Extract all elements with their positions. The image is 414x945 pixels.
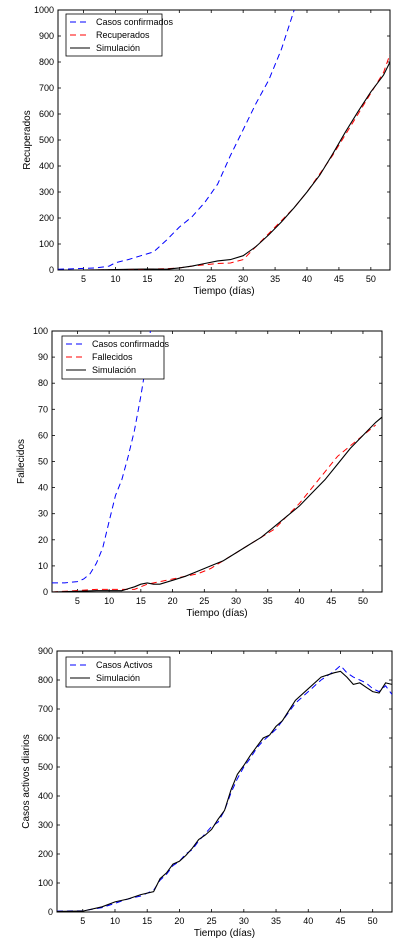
legend-label: Simulación	[96, 43, 140, 53]
series-line-3	[52, 416, 382, 592]
y-tick-label: 600	[39, 109, 54, 119]
x-tick-label: 30	[238, 274, 248, 284]
x-tick-label: 35	[271, 916, 281, 926]
x-tick-label: 25	[207, 916, 217, 926]
x-tick-label: 5	[75, 596, 80, 606]
y-tick-label: 100	[33, 326, 48, 336]
y-tick-label: 0	[49, 265, 54, 275]
y-tick-label: 30	[38, 509, 48, 519]
y-tick-label: 300	[38, 820, 53, 830]
y-tick-label: 80	[38, 378, 48, 388]
y-tick-label: 1000	[34, 5, 54, 15]
x-tick-label: 40	[302, 274, 312, 284]
x-tick-label: 5	[80, 916, 85, 926]
x-tick-label: 25	[199, 596, 209, 606]
y-axis-label: Fallecidos	[16, 439, 27, 484]
legend-label: Fallecidos	[92, 352, 133, 362]
legend: Casos Activos Simulación	[65, 656, 171, 688]
y-tick-label: 200	[38, 849, 53, 859]
series-line-1	[58, 10, 295, 270]
y-tick-label: 70	[38, 404, 48, 414]
chart-1: 5 10 15 20 25 30 35 40 45 50010020030040050060070…	[22, 5, 391, 297]
x-axis-label: Tiempo (días)	[193, 286, 254, 297]
plot-area	[56, 650, 393, 913]
x-tick-label: 10	[104, 596, 114, 606]
x-tick-label: 20	[174, 916, 184, 926]
y-tick-label: 100	[38, 878, 53, 888]
x-tick-label: 25	[206, 274, 216, 284]
legend: Casos confirmados Fallecidos Simulación	[61, 335, 170, 380]
x-tick-label: 45	[335, 916, 345, 926]
x-axis-label: Tiempo (días)	[186, 608, 247, 619]
y-tick-label: 700	[38, 704, 53, 714]
y-tick-label: 500	[38, 762, 53, 772]
series-line-1	[52, 331, 151, 584]
y-tick-label: 90	[38, 352, 48, 362]
x-tick-label: 40	[294, 596, 304, 606]
y-tick-label: 800	[39, 57, 54, 67]
y-tick-label: 0	[43, 587, 48, 597]
legend-label: Casos confirmados	[96, 17, 174, 27]
y-tick-label: 200	[39, 213, 54, 223]
legend-label: Casos confirmados	[92, 339, 170, 349]
y-tick-label: 0	[48, 907, 53, 917]
y-tick-label: 20	[38, 535, 48, 545]
y-tick-label: 800	[38, 675, 53, 685]
x-tick-label: 15	[142, 916, 152, 926]
x-tick-label: 20	[174, 274, 184, 284]
x-tick-label: 30	[239, 916, 249, 926]
x-axis-label: Tiempo (días)	[194, 928, 255, 939]
y-tick-label: 500	[39, 135, 54, 145]
x-tick-label: 50	[368, 916, 378, 926]
legend-label: Simulación	[96, 673, 140, 683]
chart-3: 5 10 15 20 25 30 35 40 45 50010020030040050060070…	[21, 646, 393, 939]
y-tick-label: 900	[39, 31, 54, 41]
legend-label: Recuperados	[96, 30, 150, 40]
x-tick-label: 30	[231, 596, 241, 606]
x-tick-label: 50	[358, 596, 368, 606]
y-tick-label: 900	[38, 646, 53, 656]
y-tick-label: 60	[38, 430, 48, 440]
y-tick-label: 400	[38, 791, 53, 801]
x-tick-label: 20	[168, 596, 178, 606]
legend-label: Simulación	[92, 365, 136, 375]
x-tick-label: 15	[136, 596, 146, 606]
series-line-2	[57, 670, 392, 912]
y-tick-label: 40	[38, 483, 48, 493]
x-tick-label: 45	[334, 274, 344, 284]
legend-box	[65, 656, 171, 688]
y-tick-label: 10	[38, 561, 48, 571]
x-tick-label: 35	[270, 274, 280, 284]
chart-2: 5 10 15 20 25 30 35 40 45 50 0 10 20 30 40 50 60 70 80 90 10…	[16, 326, 383, 619]
x-tick-label: 10	[110, 916, 120, 926]
x-tick-label: 5	[81, 274, 86, 284]
y-tick-label: 300	[39, 187, 54, 197]
y-tick-label: 400	[39, 161, 54, 171]
y-axis-label: Casos activos diarios	[21, 734, 32, 828]
legend: Casos confirmados Recuperados Simulación	[65, 13, 174, 57]
y-tick-label: 600	[38, 733, 53, 743]
series-line-3	[58, 61, 390, 270]
x-tick-label: 15	[142, 274, 152, 284]
y-tick-label: 50	[38, 457, 48, 467]
x-tick-label: 45	[326, 596, 336, 606]
x-tick-label: 35	[263, 596, 273, 606]
x-tick-label: 40	[303, 916, 313, 926]
y-axis-label: Recuperados	[22, 110, 33, 169]
x-tick-label: 10	[110, 274, 120, 284]
x-tick-label: 50	[366, 274, 376, 284]
y-tick-label: 100	[39, 239, 54, 249]
legend-label: Casos Activos	[96, 660, 153, 670]
y-tick-label: 700	[39, 83, 54, 93]
